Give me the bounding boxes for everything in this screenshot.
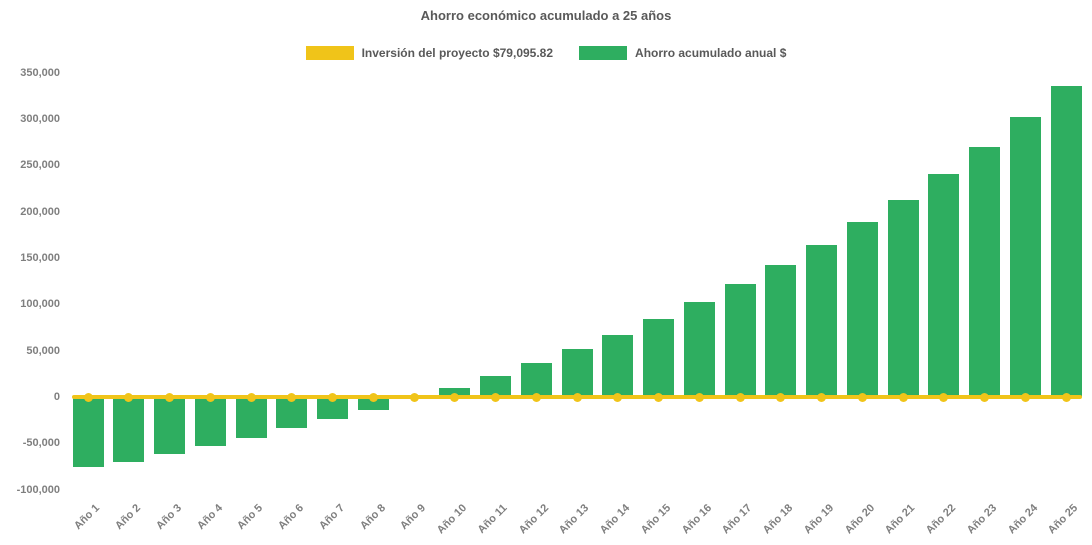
x-axis-label: Año 24	[1005, 502, 1040, 537]
legend-label-savings: Ahorro acumulado anual $	[635, 46, 787, 60]
investment-line-marker	[1020, 392, 1030, 402]
x-axis-label: Año 13	[557, 502, 592, 537]
y-tick-label: 0	[53, 391, 60, 403]
x-axis-label: Año 9	[398, 502, 429, 533]
bar-año-13	[561, 349, 593, 397]
legend-label-investment: Inversión del proyecto $79,095.82	[361, 46, 554, 60]
bar-año-2	[113, 397, 145, 462]
bar-año-21	[887, 199, 919, 397]
investment-line-marker	[898, 392, 908, 402]
bar-año-20	[846, 221, 878, 397]
x-axis-label: Año 17	[720, 502, 755, 537]
bar-año-7	[317, 397, 348, 420]
y-tick-label: 200,000	[20, 205, 60, 218]
bar-año-18	[765, 265, 797, 397]
investment-line-marker	[776, 392, 786, 402]
x-axis-label: Año 14	[597, 502, 633, 537]
y-tick-label: -50,000	[22, 437, 60, 450]
legend-item-savings: Ahorro acumulado anual $	[579, 46, 786, 60]
investment-line-marker	[735, 392, 745, 402]
investment-line-marker	[328, 392, 337, 402]
bar-año-4	[194, 397, 226, 446]
investment-line-marker	[613, 392, 623, 402]
investment-line-marker	[980, 392, 989, 402]
investment-line-marker	[572, 392, 582, 402]
x-axis-label: Año 11	[475, 502, 510, 536]
x-axis-label: Año 12	[516, 502, 551, 537]
bar-año-5	[235, 397, 267, 438]
bar-año-15	[643, 319, 674, 397]
bar-año-16	[683, 302, 715, 397]
legend-swatch-savings	[579, 46, 628, 60]
investment-line-marker	[450, 392, 460, 402]
bar-año-8	[357, 397, 389, 410]
investment-line-marker	[287, 392, 297, 402]
bar-año-6	[276, 397, 308, 429]
x-axis-label: Año 19	[801, 502, 836, 537]
x-axis-label: Año 8	[357, 502, 388, 533]
x-axis-label: Año 23	[964, 502, 999, 537]
investment-line-marker	[124, 392, 134, 402]
investment-line-marker	[491, 392, 500, 402]
bar-año-12	[520, 362, 552, 397]
bar-año-24	[1009, 117, 1041, 397]
bar-año-14	[602, 334, 634, 397]
x-axis-label: Año 6	[276, 502, 307, 533]
investment-line-marker	[368, 392, 378, 402]
investment-line-marker	[165, 392, 174, 402]
x-axis-label: Año 20	[842, 502, 877, 537]
x-axis-label: Año 16	[679, 502, 714, 537]
investment-line-marker	[531, 392, 541, 402]
investment-line-marker	[857, 392, 867, 402]
investment-line-marker	[1061, 392, 1071, 402]
x-axis-label: Año 2	[113, 502, 144, 533]
investment-line-marker	[694, 392, 704, 402]
investment-line-marker	[654, 392, 663, 402]
legend-swatch-investment	[305, 46, 354, 60]
y-tick-label: -100,000	[16, 483, 60, 496]
x-axis-label: Año 15	[638, 502, 673, 537]
y-tick-label: 350,000	[20, 66, 60, 79]
x-axis-label: Año 4	[194, 502, 225, 533]
investment-line-marker	[83, 392, 93, 402]
investment-line-marker	[939, 392, 949, 402]
x-axis-label: Año 7	[316, 502, 347, 533]
y-tick-label: 150,000	[20, 251, 60, 264]
x-axis-label: Año 5	[235, 502, 266, 533]
investment-line-marker	[205, 392, 215, 402]
bar-año-19	[806, 244, 837, 397]
investment-line-marker	[246, 392, 256, 402]
x-axis-label: Año 3	[153, 502, 184, 533]
bar-año-23	[969, 146, 1000, 397]
investment-line-marker	[817, 392, 826, 402]
y-tick-label: 50,000	[26, 344, 60, 357]
bar-año-25	[1050, 85, 1082, 397]
x-axis-label: Año 22	[923, 502, 959, 537]
y-tick-label: 100,000	[20, 298, 60, 311]
x-axis-label: Año 21	[883, 502, 918, 537]
x-axis-label: Año 18	[760, 502, 796, 537]
chart-title: Ahorro económico acumulado a 25 años	[420, 8, 672, 23]
bar-año-3	[154, 397, 185, 454]
bar-año-1	[72, 397, 104, 467]
legend: Inversión del proyecto $79,095.82 Ahorro…	[0, 44, 1092, 62]
y-tick-label: 250,000	[20, 159, 60, 172]
x-axis-label: Año 1	[72, 502, 103, 533]
y-tick-label: 300,000	[20, 112, 60, 125]
bar-año-11	[480, 376, 511, 397]
x-axis-label: Año 25	[1046, 502, 1081, 537]
investment-line-marker	[409, 392, 419, 402]
bar-año-17	[724, 284, 756, 397]
legend-item-investment: Inversión del proyecto $79,095.82	[305, 46, 554, 60]
x-axis-label: Año 10	[434, 502, 470, 537]
bar-año-22	[928, 173, 960, 397]
